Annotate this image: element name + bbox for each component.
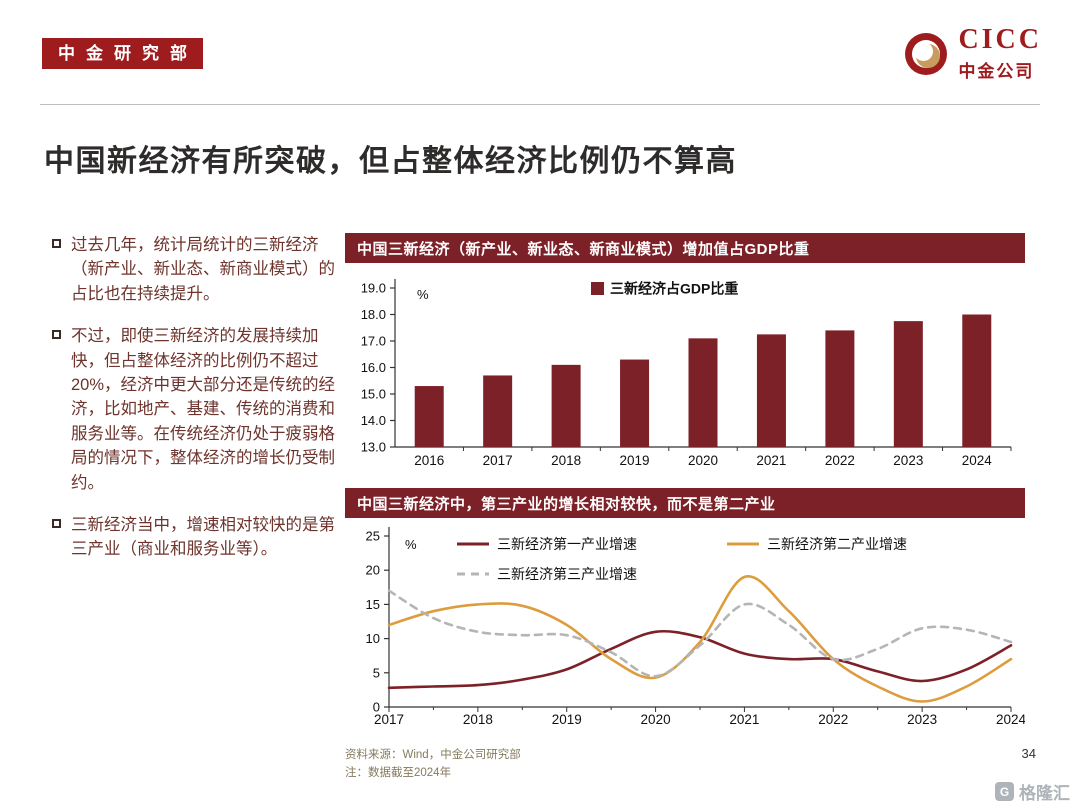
svg-text:2019: 2019 bbox=[620, 453, 650, 468]
svg-text:15.0: 15.0 bbox=[361, 387, 386, 402]
svg-text:2021: 2021 bbox=[756, 453, 786, 468]
cicc-company-name: 中金公司 bbox=[958, 62, 1035, 81]
cicc-logo-icon bbox=[905, 33, 948, 75]
industry-growth-line-chart: 0 5 10 15 20 25% 2017 2018 2019 2020 2021 2022 2023 2… bbox=[345, 518, 1025, 740]
svg-text:13.0: 13.0 bbox=[361, 440, 386, 455]
svg-text:三新经济第二产业增速: 三新经济第二产业增速 bbox=[767, 536, 907, 552]
page-number: 34 bbox=[1021, 746, 1036, 761]
bullet-list: 过去几年，统计局统计的三新经济（新产业、新业态、新商业模式）的占比也在持续提升。… bbox=[52, 233, 346, 580]
source-note: 资料来源：Wind，中金公司研究部 bbox=[345, 749, 521, 761]
slide-title: 中国新经济有所突破，但占整体经济比例仍不算高 bbox=[44, 145, 737, 178]
bullet-item: 三新经济当中，增速相对较快的是第三产业（商业和服务业等）。 bbox=[52, 513, 346, 562]
header-divider bbox=[40, 104, 1040, 105]
svg-text:2017: 2017 bbox=[374, 712, 404, 727]
svg-text:2016: 2016 bbox=[414, 453, 444, 468]
line-chart-title-bar: 中国三新经济中，第三产业的增长相对较快，而不是第二产业 bbox=[345, 488, 1025, 518]
svg-text:14.0: 14.0 bbox=[361, 413, 386, 428]
svg-text:三新经济第一产业增速: 三新经济第一产业增速 bbox=[497, 536, 637, 552]
gelonghui-watermark: G 格隆汇 bbox=[995, 779, 1070, 804]
cicc-logo: CICC 中金公司 bbox=[903, 26, 1042, 82]
gelonghui-logo-icon: G bbox=[995, 782, 1014, 801]
cicc-wordmark: CICC bbox=[958, 24, 1042, 55]
data-cutoff-note: 注：数据截至2024年 bbox=[345, 767, 452, 779]
svg-text:20: 20 bbox=[366, 563, 380, 578]
svg-text:25: 25 bbox=[366, 529, 380, 544]
svg-text:15: 15 bbox=[366, 597, 380, 612]
svg-text:2023: 2023 bbox=[907, 712, 937, 727]
bullet-text: 过去几年，统计局统计的三新经济（新产业、新业态、新商业模式）的占比也在持续提升。 bbox=[71, 236, 335, 303]
svg-text:2024: 2024 bbox=[996, 712, 1025, 727]
svg-text:三新经济占GDP比重: 三新经济占GDP比重 bbox=[610, 281, 738, 297]
bar-chart-title-bar: 中国三新经济（新产业、新业态、新商业模式）增加值占GDP比重 bbox=[345, 233, 1025, 263]
bullet-text: 三新经济当中，增速相对较快的是第三产业（商业和服务业等）。 bbox=[71, 516, 335, 559]
svg-text:2017: 2017 bbox=[483, 453, 513, 468]
svg-text:2020: 2020 bbox=[641, 712, 671, 727]
svg-text:18.0: 18.0 bbox=[361, 307, 386, 322]
gdp-share-bar-chart: 13.0 14.0 15.0 16.0 17.0 18.0 19.0 % 2016 2017 201… bbox=[345, 263, 1025, 478]
square-bullet-icon bbox=[52, 330, 61, 340]
svg-text:2022: 2022 bbox=[825, 453, 855, 468]
svg-text:2018: 2018 bbox=[551, 453, 581, 468]
bullet-item: 不过，即使三新经济的发展持续加快，但占整体经济的比例仍不超过20%，经济中更大部… bbox=[52, 324, 346, 495]
svg-text:%: % bbox=[405, 537, 417, 552]
svg-text:2019: 2019 bbox=[552, 712, 582, 727]
svg-text:三新经济第三产业增速: 三新经济第三产业增速 bbox=[497, 566, 637, 582]
svg-text:0: 0 bbox=[373, 700, 380, 715]
cicc-logo-text: CICC 中金公司 bbox=[958, 26, 1042, 82]
svg-text:5: 5 bbox=[373, 665, 380, 680]
square-bullet-icon bbox=[52, 239, 61, 248]
research-dept-badge: 中金研究部 bbox=[42, 38, 203, 69]
bullet-item: 过去几年，统计局统计的三新经济（新产业、新业态、新商业模式）的占比也在持续提升。 bbox=[52, 233, 346, 306]
square-bullet-icon bbox=[52, 519, 61, 529]
svg-text:10: 10 bbox=[366, 631, 380, 646]
charts-column: 中国三新经济（新产业、新业态、新商业模式）增加值占GDP比重 13.0 14.0 1… bbox=[345, 233, 1025, 740]
svg-text:19.0: 19.0 bbox=[361, 281, 386, 296]
svg-text:2024: 2024 bbox=[962, 453, 993, 468]
svg-text:17.0: 17.0 bbox=[361, 334, 386, 349]
svg-text:2022: 2022 bbox=[818, 712, 848, 727]
svg-text:16.0: 16.0 bbox=[361, 360, 386, 375]
gelonghui-text: 格隆汇 bbox=[1019, 784, 1070, 803]
svg-text:2023: 2023 bbox=[893, 453, 923, 468]
bullet-text: 不过，即使三新经济的发展持续加快，但占整体经济的比例仍不超过20%，经济中更大部… bbox=[71, 327, 336, 492]
svg-text:2018: 2018 bbox=[463, 712, 493, 727]
svg-text:2021: 2021 bbox=[729, 712, 759, 727]
svg-text:2020: 2020 bbox=[688, 453, 718, 468]
svg-text:%: % bbox=[417, 287, 429, 302]
